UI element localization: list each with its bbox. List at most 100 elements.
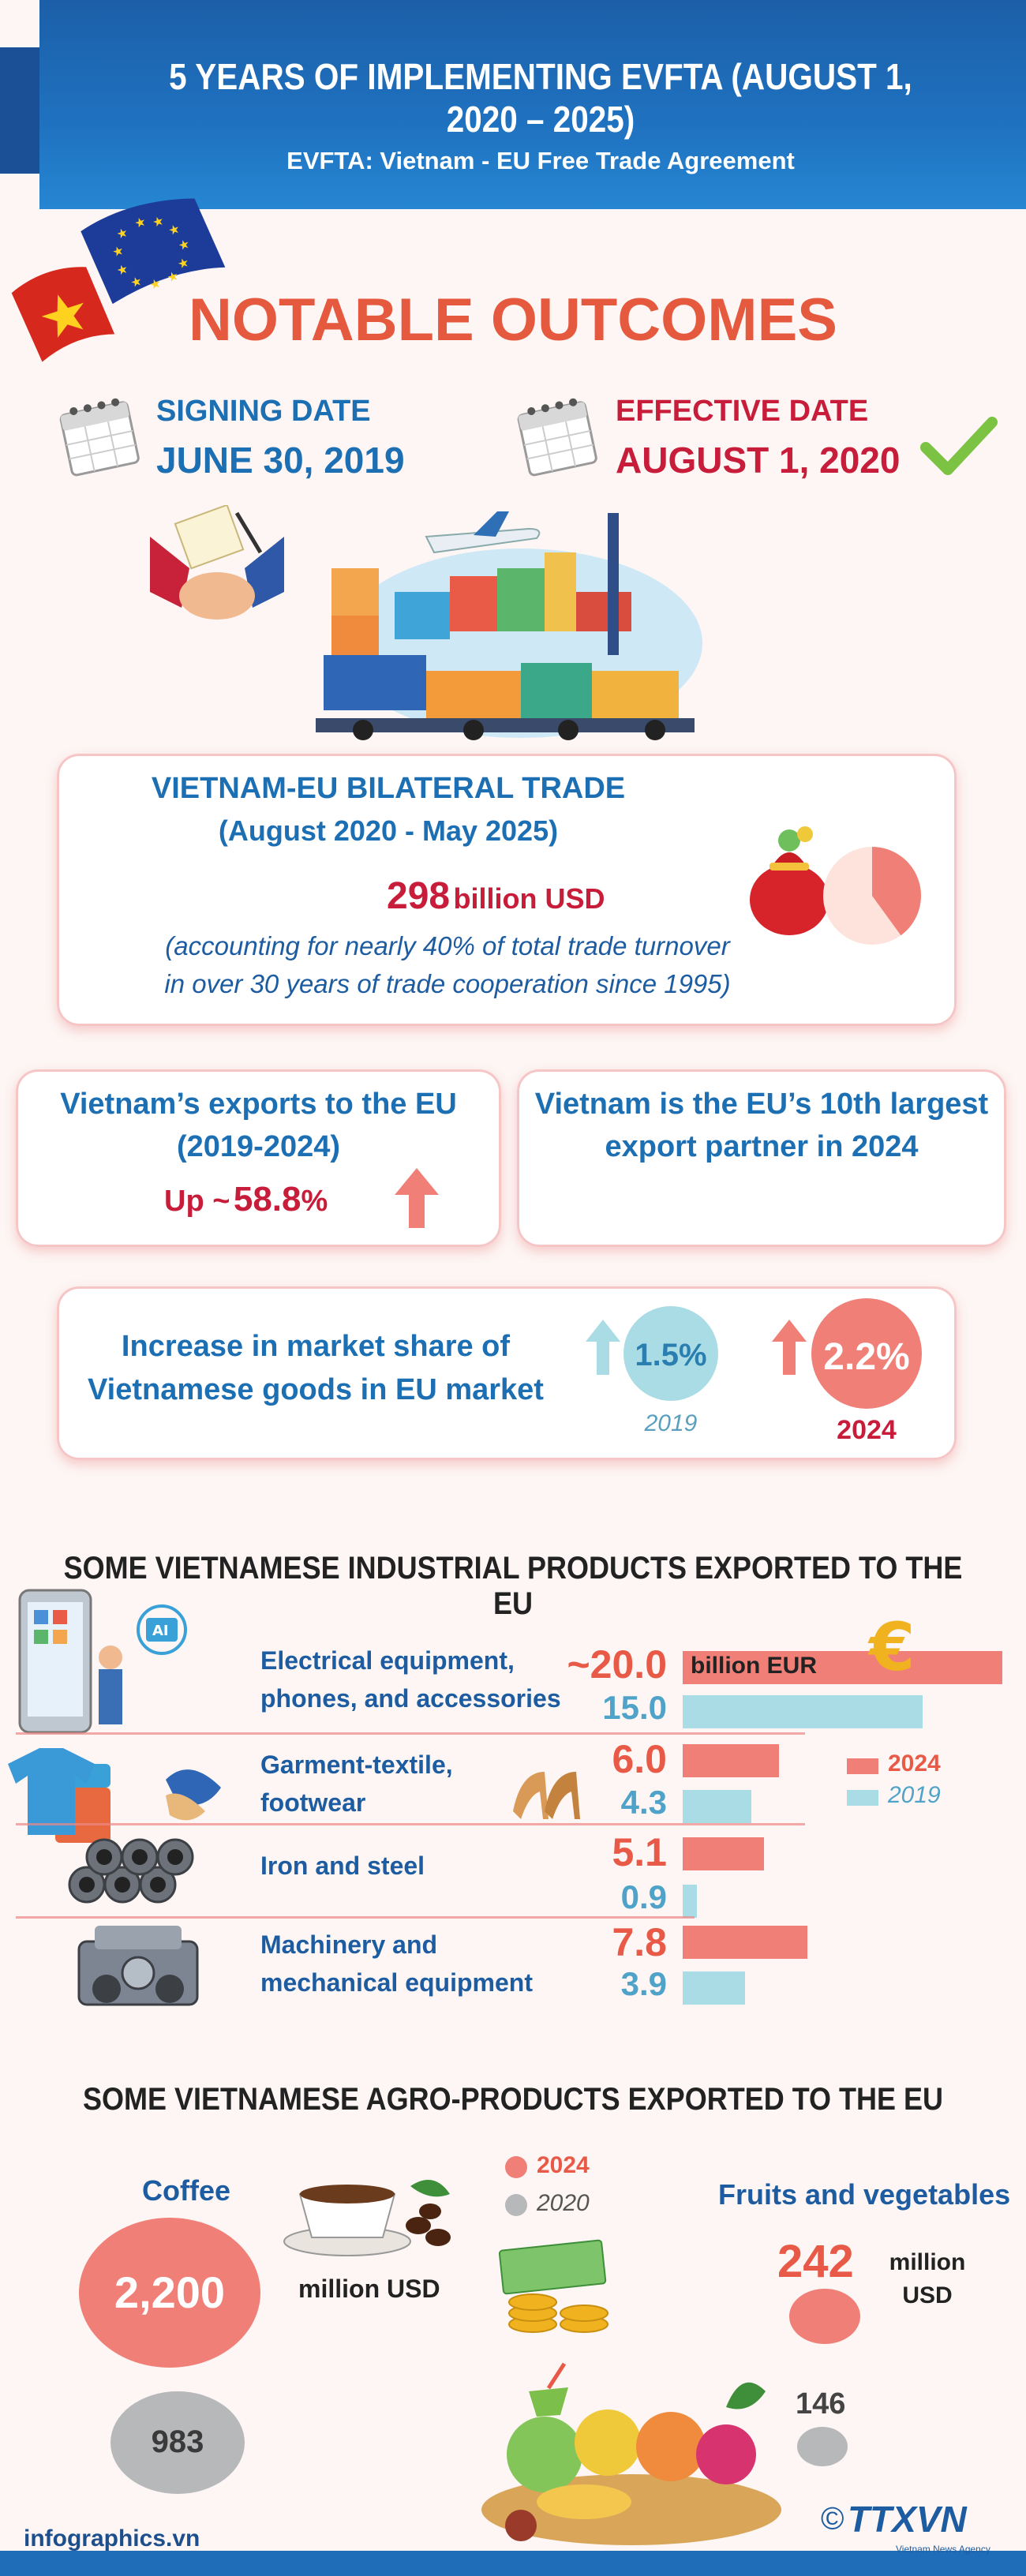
steel-2019-value: 0.9 xyxy=(620,1878,667,1915)
steel-2024-value: 5.1 xyxy=(612,1830,667,1874)
garment-shoe-icon xyxy=(8,1748,221,1843)
signing-date-value: JUNE 30, 2019 xyxy=(156,440,405,481)
calendar-icon xyxy=(59,398,140,477)
brand-name: TTXVN xyxy=(847,2499,967,2540)
bar-steel-2024 xyxy=(683,1837,765,1870)
product-name-steel: Iron and steel xyxy=(260,1852,425,1880)
product-name-electrical-1: Electrical equipment, xyxy=(260,1646,515,1675)
svg-text:€: € xyxy=(867,1610,915,1681)
up-arrow-icon-2019 xyxy=(586,1320,620,1375)
exports-title-2: (2019-2024) xyxy=(176,1130,341,1163)
copyright-icon: © xyxy=(821,2501,844,2537)
bar-electrical-2019 xyxy=(683,1695,923,1728)
legend-swatch-2019 xyxy=(847,1790,878,1806)
svg-text:★: ★ xyxy=(114,260,130,279)
electrical-2024-value: ~20.0 xyxy=(567,1642,667,1687)
svg-text:★: ★ xyxy=(129,273,144,291)
share-2019-value: 1.5% xyxy=(635,1338,707,1372)
product-name-machinery-1: Machinery and xyxy=(260,1930,438,1959)
svg-text:★: ★ xyxy=(148,275,163,293)
flags-illustration: ★ ★ ★ ★★★ ★★★ ★★ xyxy=(11,198,226,362)
garment-2024-value: 6.0 xyxy=(612,1737,667,1781)
bar-machinery-2019 xyxy=(683,1971,745,2005)
notable-outcomes-title: NOTABLE OUTCOMES xyxy=(189,286,837,354)
bilateral-trade-note-2: in over 30 years of trade cooperation si… xyxy=(164,969,731,998)
page-title: 5 YEARS OF IMPLEMENTING EVFTA (AUGUST 1,… xyxy=(169,56,912,140)
bilateral-trade-amount: 298 billion USD xyxy=(387,874,605,918)
bilateral-trade-unit: billion USD xyxy=(453,882,605,915)
fruit-2020-value: 146 xyxy=(796,2387,846,2421)
effective-date-label: EFFECTIVE DATE xyxy=(616,395,869,428)
svg-text:★: ★ xyxy=(176,254,192,272)
bar-electrical-2024 xyxy=(683,1651,1002,1684)
market-share-line-1: Increase in market share of xyxy=(121,1330,511,1363)
fruit-2024-circle xyxy=(789,2289,860,2344)
svg-text:AI: AI xyxy=(152,1623,169,1639)
share-2024-value: 2.2% xyxy=(823,1336,910,1378)
coffee-2024-circle xyxy=(79,2218,260,2368)
market-share-card xyxy=(57,1286,957,1460)
fruit-2020-circle xyxy=(797,2427,848,2466)
bilateral-trade-period: (August 2020 - May 2025) xyxy=(218,814,559,847)
partner-line-2: export partner in 2024 xyxy=(605,1130,919,1163)
exports-growth-prefix: Up ~ xyxy=(164,1185,230,1218)
svg-text:★: ★ xyxy=(176,236,192,254)
money-coins-icon xyxy=(498,2239,608,2333)
fruit-basket-illustration xyxy=(481,2362,781,2545)
fruit-unit-1: million xyxy=(889,2249,966,2275)
checkmark-icon xyxy=(920,417,998,475)
fruit-2024-value: 242 xyxy=(777,2236,854,2287)
machinery-2024-value: 7.8 xyxy=(612,1920,667,1964)
agro-legend-label-2024: 2024 xyxy=(537,2152,590,2178)
agro-section-title: SOME VIETNAMESE AGRO-PRODUCTS EXPORTED T… xyxy=(82,2082,944,2117)
fruit-label: Fruits and vegetables xyxy=(718,2178,1011,2211)
euro-icon: € xyxy=(867,1610,915,1681)
svg-text:★: ★ xyxy=(114,224,130,242)
calendar-icon-2 xyxy=(517,398,597,477)
bilateral-trade-title: VIETNAM-EU BILATERAL TRADE xyxy=(151,772,626,805)
bar-steel-2019 xyxy=(683,1885,698,1918)
row-divider xyxy=(16,1732,805,1735)
legend-label-2019: 2019 xyxy=(888,1782,941,1808)
agro-legend-swatch-2020 xyxy=(505,2194,527,2216)
svg-text:★: ★ xyxy=(165,268,181,286)
svg-text:★: ★ xyxy=(151,212,167,230)
agro-legend-swatch-2024 xyxy=(505,2156,527,2178)
effective-date-value: AUGUST 1, 2020 xyxy=(616,440,901,481)
high-heels-icon xyxy=(513,1772,580,1819)
legend-label-2024: 2024 xyxy=(888,1750,941,1777)
footer-site: infographics.vn xyxy=(24,2525,200,2552)
money-bag-icon xyxy=(750,826,829,935)
electrical-2019-value: 15.0 xyxy=(602,1689,667,1726)
ttxvn-logo: © TTXVN Vietnam News Agency xyxy=(821,2498,990,2555)
industrial-unit-label: billion EUR xyxy=(691,1653,817,1679)
cargo-illustration xyxy=(316,511,702,740)
svg-text:★: ★ xyxy=(167,221,182,239)
engine-icon xyxy=(77,1926,199,2006)
phone-ai-icon: AI xyxy=(18,1589,187,1734)
bilateral-trade-value: 298 xyxy=(387,875,451,917)
product-name-garment-2: footwear xyxy=(260,1788,366,1817)
exports-growth-unit: % xyxy=(301,1185,328,1218)
steel-pipes-icon xyxy=(68,1838,194,1904)
garment-2019-value: 4.3 xyxy=(620,1784,667,1821)
page-subtitle: EVFTA: Vietnam - EU Free Trade Agreement xyxy=(286,147,795,174)
footer-bar xyxy=(0,2551,1026,2576)
bar-machinery-2024 xyxy=(683,1926,807,1959)
airplane-icon xyxy=(425,511,541,554)
share-2024-circle xyxy=(811,1298,922,1409)
coffee-2020-value: 983 xyxy=(151,2424,204,2459)
row-divider xyxy=(16,1916,695,1919)
vietnam-flag-icon xyxy=(11,267,115,362)
product-name-garment-1: Garment-textile, xyxy=(260,1750,453,1779)
exports-title-1: Vietnam’s exports to the EU xyxy=(60,1088,457,1121)
partner-line-1: Vietnam is the EU’s 10th largest xyxy=(534,1088,989,1121)
svg-text:★: ★ xyxy=(133,214,148,232)
share-2019-circle xyxy=(623,1306,718,1401)
fruit-unit-2: USD xyxy=(902,2282,953,2308)
up-arrow-icon-2024 xyxy=(772,1320,807,1375)
share-2024-year: 2024 xyxy=(837,1415,897,1445)
up-arrow-icon xyxy=(395,1168,439,1228)
exports-growth-value: 58.8 xyxy=(233,1180,301,1219)
bar-garment-2019 xyxy=(683,1790,752,1823)
